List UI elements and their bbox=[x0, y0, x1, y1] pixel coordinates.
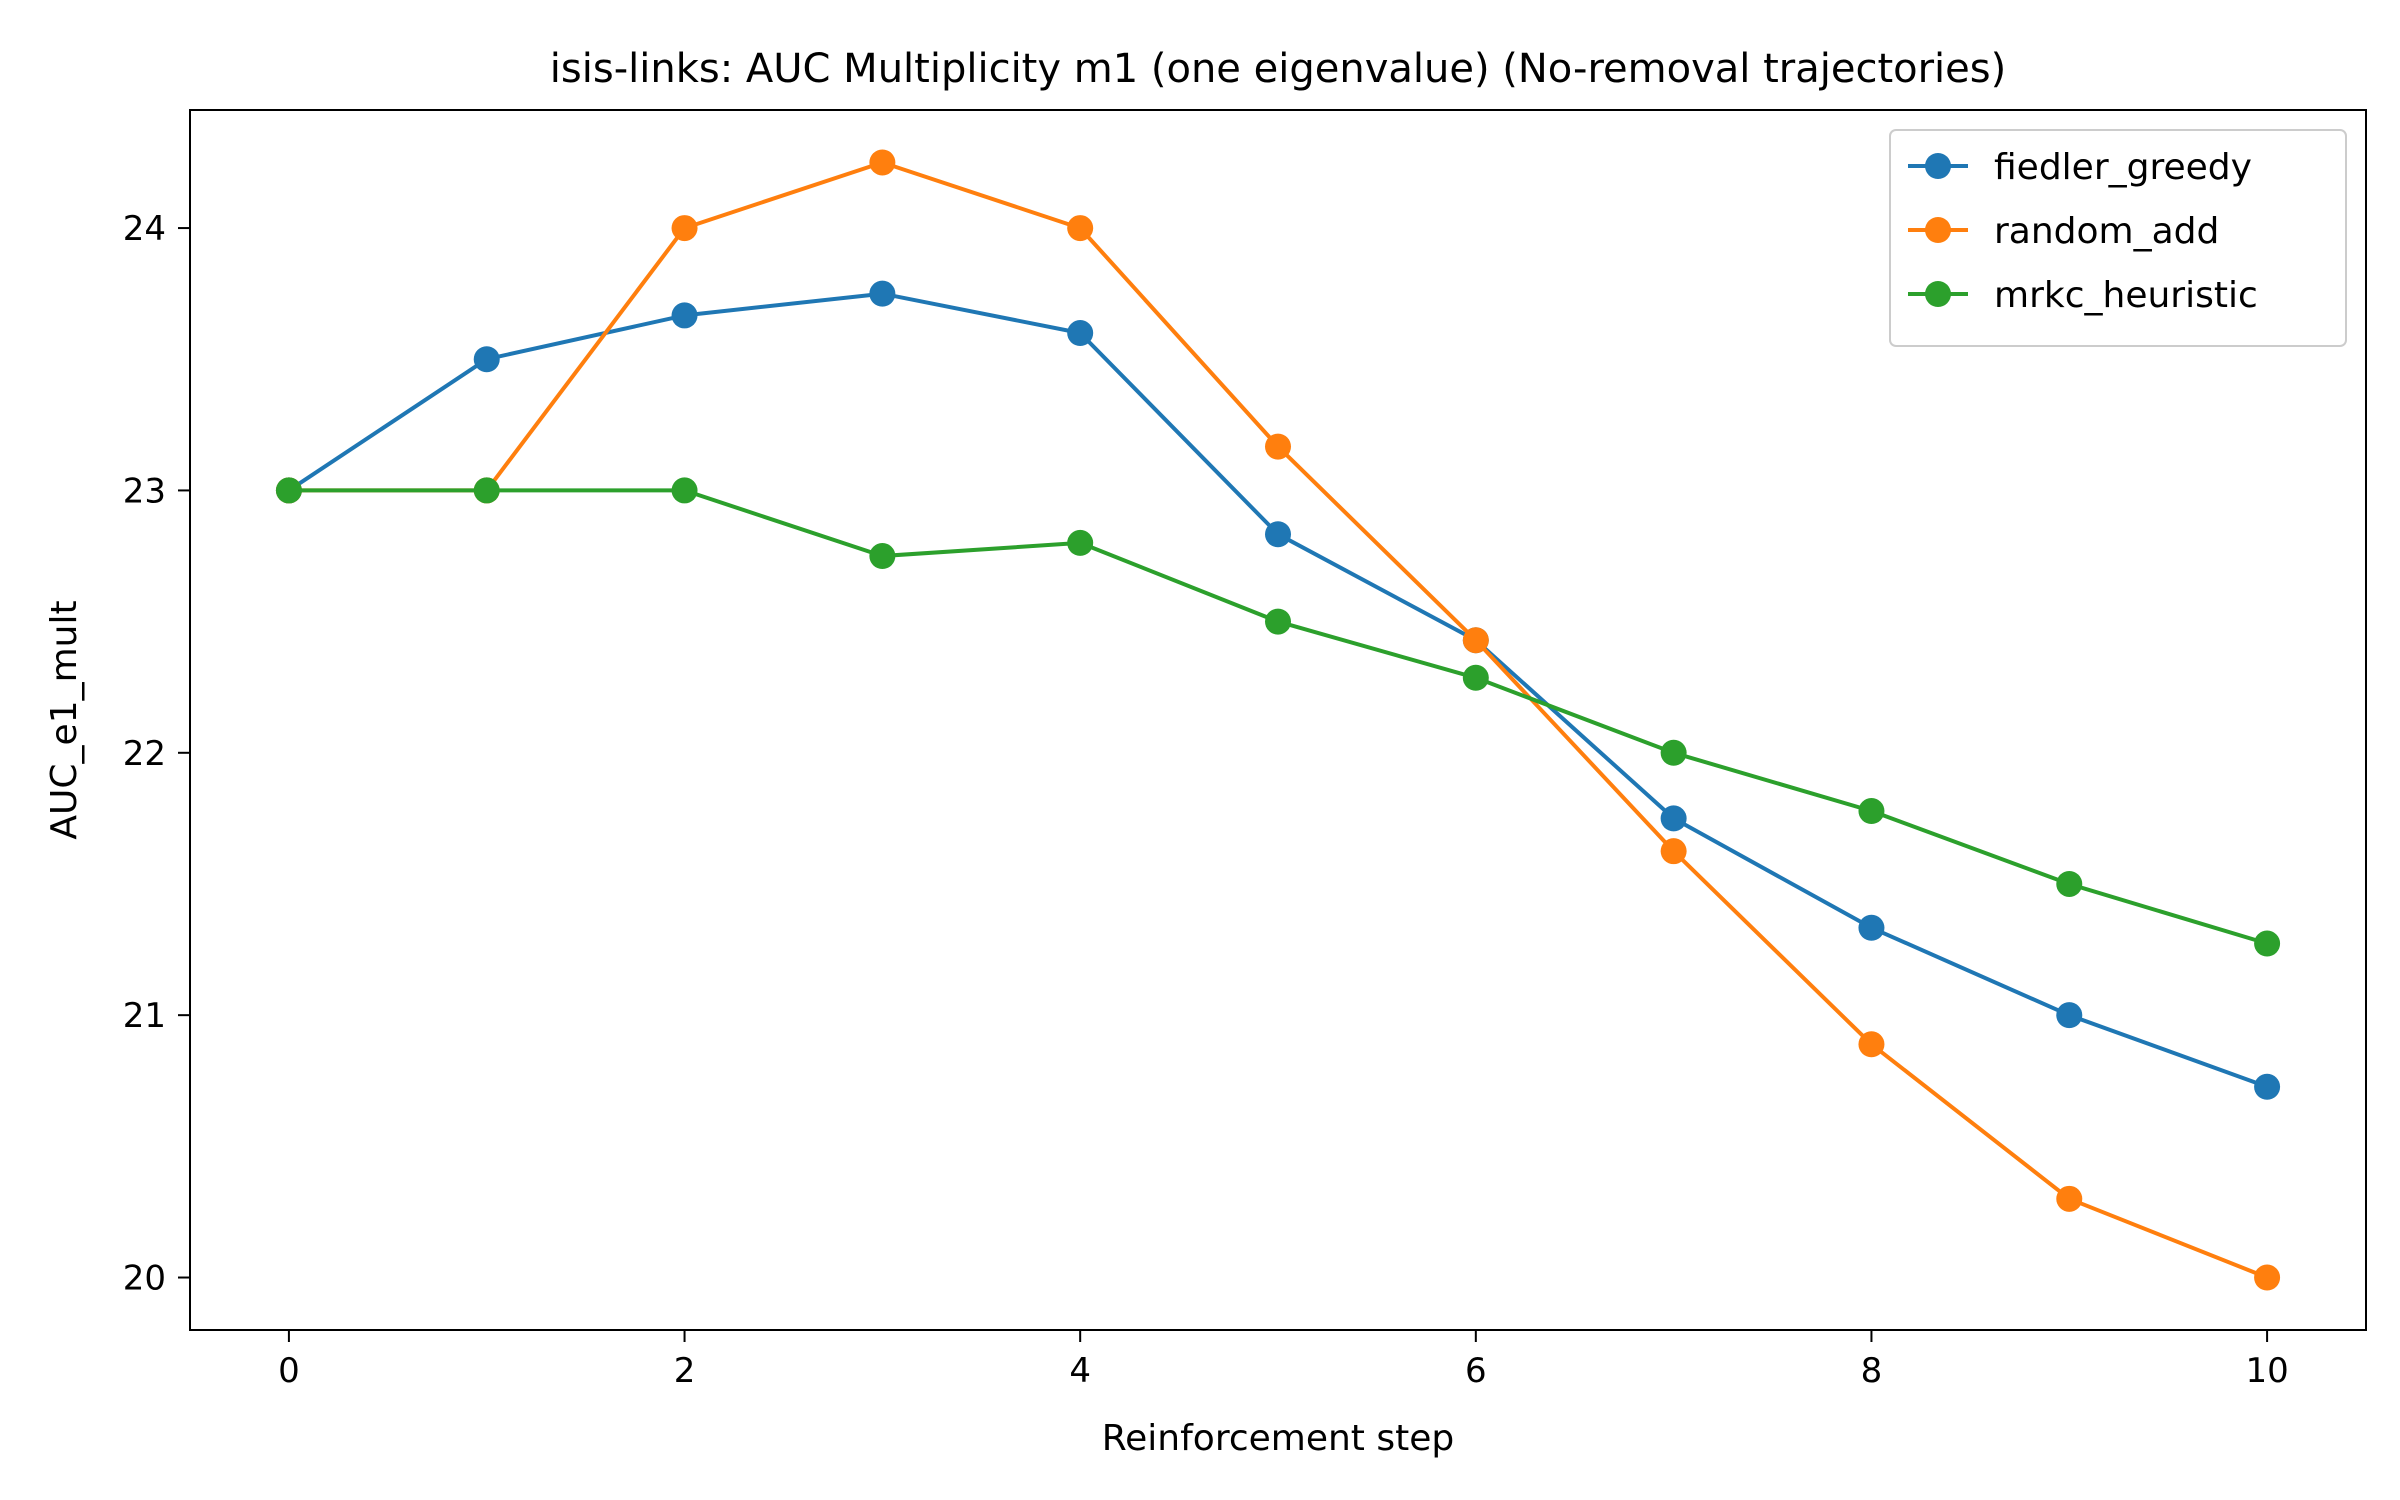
data-point bbox=[473, 477, 500, 504]
legend-item: random_add bbox=[1908, 211, 2219, 252]
data-point bbox=[1858, 1031, 1885, 1058]
legend-item: mrkc_heuristic bbox=[1908, 275, 2258, 316]
data-point bbox=[1265, 608, 1291, 635]
data-point bbox=[671, 477, 698, 504]
series-fiedler-greedy bbox=[275, 280, 2281, 1100]
data-point bbox=[2056, 1002, 2083, 1029]
x-axis-label: Reinforcement step bbox=[1102, 1418, 1454, 1459]
legend-swatch-marker bbox=[1925, 153, 1951, 179]
y-tick-label: 23 bbox=[123, 471, 166, 511]
legend: fiedler_greedy random_add mrkc_heuristic bbox=[1889, 129, 2347, 347]
legend-swatch-marker bbox=[1925, 217, 1951, 243]
x-axis-ticks: 0 2 4 6 8 10 bbox=[278, 1330, 2289, 1391]
data-point bbox=[869, 149, 896, 176]
data-point bbox=[1462, 664, 1489, 691]
data-point bbox=[1858, 798, 1885, 825]
x-tick-label: 2 bbox=[674, 1351, 696, 1391]
x-tick-label: 8 bbox=[1861, 1351, 1883, 1391]
legend-swatch-marker bbox=[1925, 281, 1951, 307]
series-line bbox=[287, 291, 2268, 1089]
data-point bbox=[2056, 870, 2083, 897]
data-point bbox=[1067, 215, 1094, 242]
data-point bbox=[1660, 805, 1687, 832]
data-point bbox=[473, 346, 500, 373]
x-tick-label: 6 bbox=[1465, 1351, 1487, 1391]
y-tick-label: 24 bbox=[123, 209, 166, 249]
chart-title: isis-links: AUC Multiplicity m1 (one eig… bbox=[550, 46, 2006, 92]
legend-label: mrkc_heuristic bbox=[1994, 275, 2258, 316]
plot-area bbox=[189, 109, 2367, 1331]
series-group bbox=[275, 149, 2281, 1291]
data-point bbox=[2254, 1073, 2281, 1100]
x-tick-label: 10 bbox=[2245, 1351, 2288, 1391]
data-point bbox=[1067, 529, 1094, 556]
data-point bbox=[869, 543, 896, 570]
data-point bbox=[671, 302, 698, 329]
series-random-add bbox=[275, 149, 2281, 1291]
data-point bbox=[2056, 1185, 2083, 1212]
data-point bbox=[1858, 914, 1885, 941]
legend-item: fiedler_greedy bbox=[1908, 147, 2252, 188]
data-point bbox=[1265, 433, 1291, 460]
data-point bbox=[275, 477, 302, 504]
y-tick-label: 21 bbox=[123, 996, 166, 1036]
x-tick-label: 4 bbox=[1069, 1351, 1091, 1391]
data-point bbox=[1462, 627, 1489, 654]
legend-label: fiedler_greedy bbox=[1994, 147, 2252, 188]
data-point bbox=[1660, 739, 1687, 766]
series-mrkc-heuristic bbox=[275, 477, 2281, 957]
series-line bbox=[288, 488, 2268, 946]
y-tick-label: 20 bbox=[123, 1259, 166, 1299]
x-tick-label: 0 bbox=[278, 1351, 300, 1391]
plot-frame bbox=[189, 109, 2367, 1331]
y-axis-ticks: 20 21 22 23 24 bbox=[123, 209, 190, 1299]
data-point bbox=[1067, 320, 1094, 347]
data-point bbox=[2254, 930, 2281, 957]
data-point bbox=[1265, 521, 1291, 548]
data-point bbox=[869, 280, 896, 307]
data-point bbox=[1660, 838, 1687, 865]
data-point bbox=[2254, 1264, 2281, 1291]
legend-label: random_add bbox=[1994, 211, 2219, 252]
y-tick-label: 22 bbox=[123, 734, 166, 774]
y-axis-label: AUC_e1_mult bbox=[44, 600, 85, 839]
legend-box bbox=[1889, 129, 2347, 347]
data-point bbox=[671, 215, 698, 242]
